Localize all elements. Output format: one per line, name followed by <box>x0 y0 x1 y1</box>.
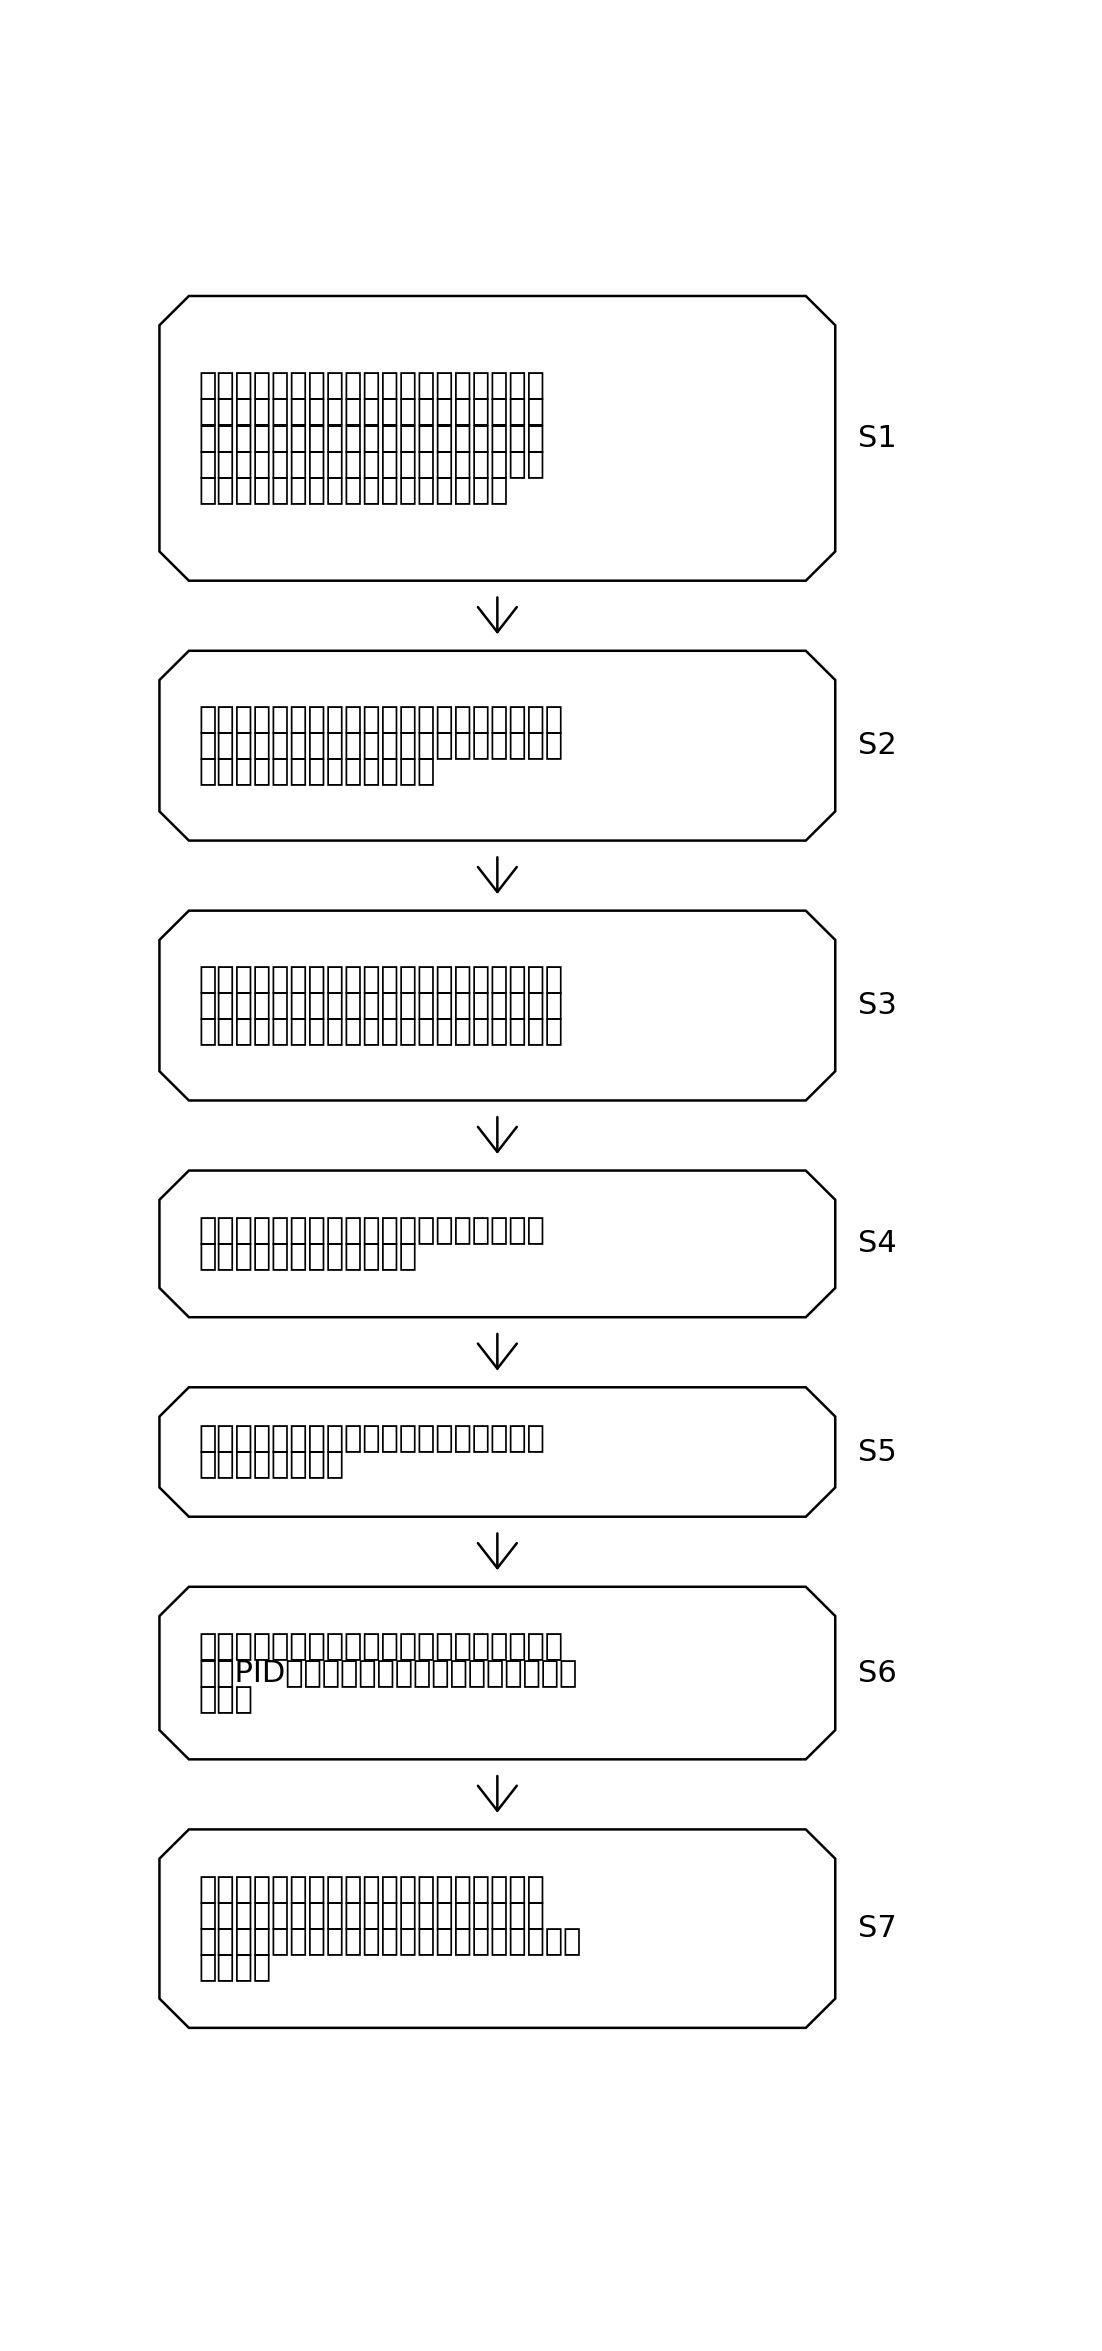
Text: 基于可拓理论，并根据特征状态对可拓理论的: 基于可拓理论，并根据特征状态对可拓理论的 <box>198 705 563 734</box>
Text: S4: S4 <box>858 1230 897 1258</box>
Text: 同要求。: 同要求。 <box>198 1954 271 1982</box>
Text: 考横摆角速度与实际横摆角速度进行差值计: 考横摆角速度与实际横摆角速度进行差值计 <box>198 423 545 454</box>
Text: 偏差和实际质心侧偏角组成特征状态；: 偏差和实际质心侧偏角组成特征状态； <box>198 477 508 505</box>
Text: 通过PID控制获取达到目标车速所需的总驱动: 通过PID控制获取达到目标车速所需的总驱动 <box>198 1657 577 1688</box>
Text: 横摆角速度、实际质心侧偏角，并对汽车参: 横摆角速度、实际质心侧偏角，并对汽车参 <box>198 397 545 426</box>
Text: S1: S1 <box>858 423 897 454</box>
Polygon shape <box>160 651 835 842</box>
Text: 权重系数得到差动助力矩；: 权重系数得到差动助力矩； <box>198 1244 418 1272</box>
Text: 建立差动助力转向控制器并结合差动助力矩: 建立差动助力转向控制器并结合差动助力矩 <box>198 1215 545 1246</box>
Text: S2: S2 <box>858 731 897 759</box>
Polygon shape <box>160 1829 835 2029</box>
Text: 分，以确定关联函数在不同集合状态下对应的: 分，以确定关联函数在不同集合状态下对应的 <box>198 992 563 1020</box>
Text: 对差动助力矩、横摆力矩、总驱动转矩进行: 对差动助力矩、横摆力矩、总驱动转矩进行 <box>198 1874 545 1904</box>
Text: 根据上述关联函数对可拓集合协调权重进行划: 根据上述关联函数对可拓集合协调权重进行划 <box>198 964 563 994</box>
Polygon shape <box>160 1387 835 1516</box>
Text: 数得到横摆力矩；: 数得到横摆力矩； <box>198 1451 344 1479</box>
Text: 转矩；: 转矩； <box>198 1686 253 1714</box>
Polygon shape <box>160 1171 835 1317</box>
Text: 可拓集合进行划分，并计算出不同集合状态下: 可拓集合进行划分，并计算出不同集合状态下 <box>198 731 563 759</box>
Text: 分配，分别在可拓集合不同位置下建立约束: 分配，分别在可拓集合不同位置下建立约束 <box>198 1902 545 1930</box>
Text: 的可拓协调控制的关联函数；: 的可拓协调控制的关联函数； <box>198 757 435 788</box>
Text: 条件以满足是汽车在不同状态下对转矩调节的不: 条件以满足是汽车在不同状态下对转矩调节的不 <box>198 1928 582 1956</box>
Polygon shape <box>160 1587 835 1759</box>
Text: 获取汽车参考横摆角速度，且获取汽车实际: 获取汽车参考横摆角速度，且获取汽车实际 <box>198 371 545 400</box>
Text: 获取车辆实际车速信息，根据实际车速信息并: 获取车辆实际车速信息，根据实际车速信息并 <box>198 1632 563 1662</box>
Text: 差动助力矩权重系数以及横摆力矩权重系数；: 差动助力矩权重系数以及横摆力矩权重系数； <box>198 1018 563 1046</box>
Text: 算得到横摆角速度偏差，并提取横摆角速度: 算得到横摆角速度偏差，并提取横摆角速度 <box>198 449 545 480</box>
Text: S6: S6 <box>858 1657 897 1688</box>
Text: 建立横摆力矩控制器并结合横摆力矩权重系: 建立横摆力矩控制器并结合横摆力矩权重系 <box>198 1425 545 1453</box>
Text: S3: S3 <box>858 992 897 1020</box>
Text: S7: S7 <box>858 1914 897 1944</box>
Polygon shape <box>160 910 835 1100</box>
Polygon shape <box>160 296 835 581</box>
Text: S5: S5 <box>858 1436 897 1467</box>
